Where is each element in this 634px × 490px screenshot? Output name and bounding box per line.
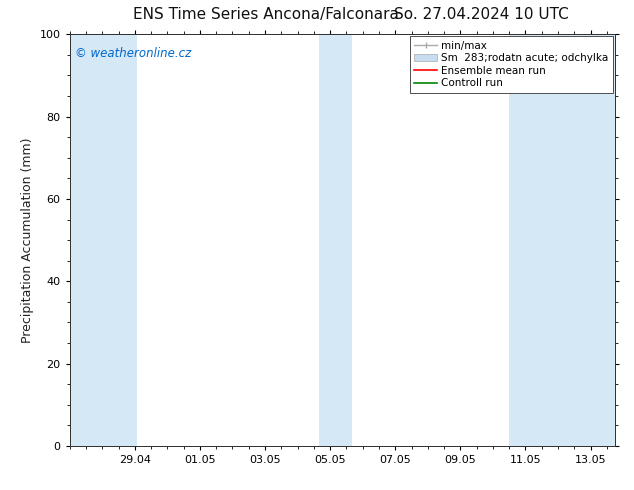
- Bar: [320, 34, 352, 446]
- Text: © weatheronline.cz: © weatheronline.cz: [75, 47, 191, 60]
- Legend: min/max, Sm  283;rodatn acute; odchylka, Ensemble mean run, Controll run: min/max, Sm 283;rodatn acute; odchylka, …: [410, 36, 613, 93]
- Bar: [70, 34, 138, 446]
- Text: ENS Time Series Ancona/Falconara: ENS Time Series Ancona/Falconara: [133, 7, 399, 23]
- Text: So. 27.04.2024 10 UTC: So. 27.04.2024 10 UTC: [394, 7, 569, 23]
- Bar: [509, 34, 615, 446]
- Y-axis label: Precipitation Accumulation (mm): Precipitation Accumulation (mm): [21, 137, 34, 343]
